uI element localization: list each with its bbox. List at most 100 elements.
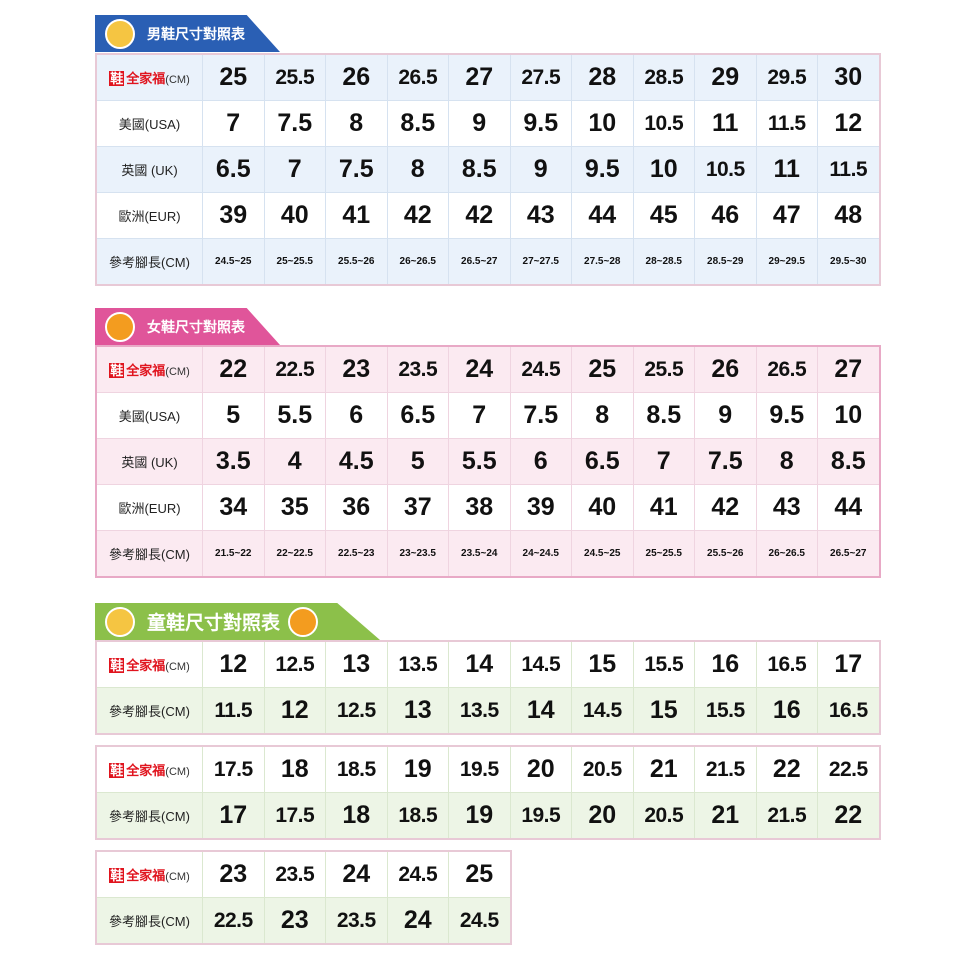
size-cell: 14	[509, 687, 572, 735]
size-cell: 12	[817, 100, 880, 147]
size-cell: 20	[571, 792, 634, 840]
size-cell: 35	[263, 484, 326, 531]
size-cell: 14.5	[509, 640, 572, 688]
table-row: 鞋全家福(CM) 25 25.5 26 26.5 27 27.5 28 28.5 29 29.5 30	[95, 53, 880, 101]
brand-logo: 鞋全家福	[109, 71, 165, 86]
size-cell: 19.5	[448, 745, 511, 793]
brand-logo-text: 全家福	[126, 71, 166, 86]
size-cell: 21.5	[755, 792, 818, 840]
size-cell: 12.5	[263, 640, 326, 688]
row-label: 美國(USA)	[95, 392, 203, 439]
size-cell: 9	[694, 392, 757, 439]
size-cell: 8.5	[448, 146, 511, 193]
size-cell: 24.5~25	[571, 530, 634, 578]
size-cell: 7.5	[263, 100, 326, 147]
size-cell: 16	[755, 687, 818, 735]
row-label: 參考腳長(CM)	[95, 530, 203, 578]
size-cell: 6.5	[386, 392, 449, 439]
brand-logo: 鞋全家福	[109, 363, 165, 378]
size-cell: 11.5	[202, 687, 265, 735]
size-cell: 25	[448, 850, 511, 898]
size-cell: 23	[325, 345, 388, 393]
size-cell: 29.5	[755, 53, 818, 101]
size-cell: 26~26.5	[755, 530, 818, 578]
size-cell: 19	[448, 792, 511, 840]
row-label: 鞋全家福(CM)	[95, 640, 203, 688]
table-row: 歐洲(EUR) 39 40 41 42 42 43 44 45 46 47 48	[95, 192, 880, 239]
row-label: 歐洲(EUR)	[95, 192, 203, 239]
brand-logo-text: 全家福	[126, 363, 166, 378]
size-cell: 48	[817, 192, 880, 239]
size-cell: 14.5	[571, 687, 634, 735]
size-cell: 8.5	[632, 392, 695, 439]
size-cell: 21	[694, 792, 757, 840]
size-cell: 23.5	[263, 850, 326, 898]
brand-logo-box: 鞋	[109, 763, 125, 778]
size-cell: 27.5~28	[571, 238, 634, 286]
table-row: 鞋全家福(CM) 23 23.5 24 24.5 25	[95, 850, 511, 898]
size-cell: 27.5	[509, 53, 572, 101]
table-row: 參考腳長(CM) 24.5~25 25~25.5 25.5~26 26~26.5 26.5…	[95, 238, 880, 286]
size-cell: 28	[571, 53, 634, 101]
size-cell: 23.5	[325, 897, 388, 945]
size-cell: 43	[509, 192, 572, 239]
girl-mascot-icon	[288, 606, 319, 637]
kids-size-table-2: 鞋全家福(CM) 17.5 18 18.5 19 19.5 20 20.5 21 21.5 22 22…	[95, 745, 881, 840]
size-cell: 25.5~26	[694, 530, 757, 578]
unit-label: (CM)	[165, 366, 190, 378]
size-cell: 20.5	[571, 745, 634, 793]
size-cell: 4.5	[325, 438, 388, 485]
unit-label: (CM)	[165, 766, 190, 778]
row-label: 英國 (UK)	[95, 438, 203, 485]
table-row: 歐洲(EUR) 34 35 36 37 38 39 40 41 42 43 44	[95, 484, 880, 531]
size-cell: 23.5	[386, 345, 449, 393]
size-cell: 43	[755, 484, 818, 531]
size-cell: 6.5	[202, 146, 265, 193]
unit-label: (CM)	[165, 74, 190, 86]
size-cell: 9.5	[509, 100, 572, 147]
size-cell: 5	[202, 392, 265, 439]
size-cell: 13	[325, 640, 388, 688]
table-row: 鞋全家福(CM) 17.5 18 18.5 19 19.5 20 20.5 21 21.5 22 22…	[95, 745, 880, 793]
size-cell: 24.5	[509, 345, 572, 393]
table-row: 參考腳長(CM) 17 17.5 18 18.5 19 19.5 20 20.5 21 21.5 22	[95, 792, 880, 840]
size-cell: 9	[448, 100, 511, 147]
size-cell: 22	[755, 745, 818, 793]
size-cell: 15.5	[632, 640, 695, 688]
size-cell: 42	[448, 192, 511, 239]
size-cell: 13.5	[386, 640, 449, 688]
size-cell: 9.5	[755, 392, 818, 439]
size-cell: 11.5	[817, 146, 880, 193]
brand-logo: 鞋全家福	[109, 658, 165, 673]
size-cell: 37	[386, 484, 449, 531]
size-cell: 6	[509, 438, 572, 485]
size-cell: 27~27.5	[509, 238, 572, 286]
size-cell: 22.5	[202, 897, 265, 945]
brand-logo-box: 鞋	[109, 658, 125, 673]
size-cell: 13.5	[448, 687, 511, 735]
size-cell: 8	[755, 438, 818, 485]
table-row: 參考腳長(CM) 11.5 12 12.5 13 13.5 14 14.5 15 15.5 16 16…	[95, 687, 880, 735]
size-cell: 10.5	[694, 146, 757, 193]
size-cell: 44	[817, 484, 880, 531]
size-cell: 12	[202, 640, 265, 688]
row-label: 美國(USA)	[95, 100, 203, 147]
size-cell: 17.5	[263, 792, 326, 840]
brand-logo-text: 全家福	[126, 763, 166, 778]
size-cell: 26~26.5	[386, 238, 449, 286]
size-cell: 7	[448, 392, 511, 439]
size-cell: 22.5	[263, 345, 326, 393]
size-cell: 8	[386, 146, 449, 193]
size-cell: 27	[817, 345, 880, 393]
size-cell: 26.5	[386, 53, 449, 101]
size-cell: 17	[202, 792, 265, 840]
table-row: 英國 (UK) 6.5 7 7.5 8 8.5 9 9.5 10 10.5 11 11.5	[95, 146, 880, 193]
kids-title: 童鞋尺寸對照表	[147, 613, 281, 634]
size-cell: 8.5	[386, 100, 449, 147]
size-cell: 18	[263, 745, 326, 793]
size-cell: 21.5~22	[202, 530, 265, 578]
size-cell: 39	[509, 484, 572, 531]
row-label: 參考腳長(CM)	[95, 897, 203, 945]
size-cell: 27	[448, 53, 511, 101]
size-cell: 8	[325, 100, 388, 147]
